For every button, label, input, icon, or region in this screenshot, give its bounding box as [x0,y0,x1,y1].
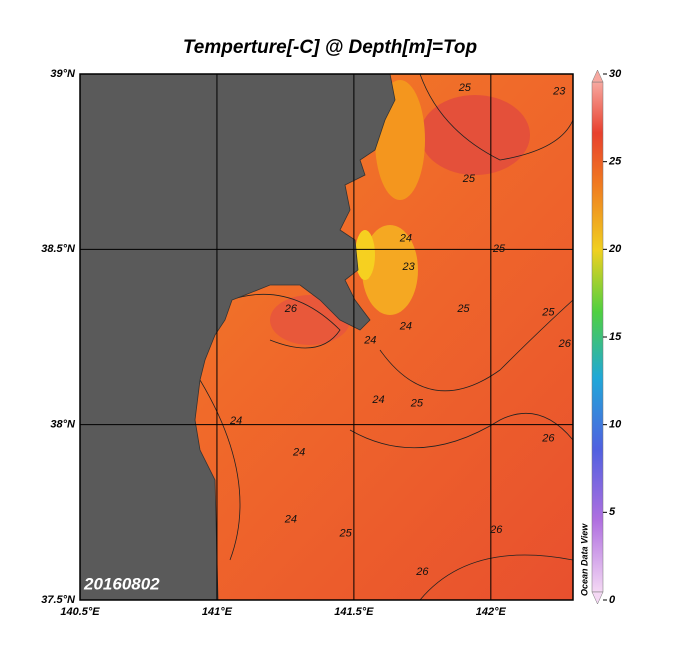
contour-label: 26 [489,524,503,536]
colorbar-tick-label: 15 [609,331,622,343]
contour-label: 26 [558,338,572,350]
contour-label: 24 [284,513,297,525]
colorbar-tick-label: 5 [609,506,616,518]
contour-label: 24 [399,233,412,245]
colorbar-tick-label: 30 [609,68,622,80]
x-tick-label: 140.5°E [60,606,100,618]
contour-label: 24 [229,415,242,427]
colorbar: 0 5 10 15 20 25 30 [591,68,622,606]
colorbar-tick-label: 0 [609,594,616,606]
contour-label: 24 [363,334,376,346]
contour-label: 25 [462,173,476,185]
cool-patch [355,230,375,280]
contour-label: 23 [552,85,566,97]
colorbar-tick-label: 20 [608,243,622,255]
colorbar-tick-label: 10 [609,419,622,431]
contour-label: 25 [541,306,555,318]
contour-label: 26 [541,433,555,445]
watermark: Ocean Data View [579,523,589,596]
contour-label: 25 [410,398,424,410]
contour-label: 25 [456,303,470,315]
colorbar-ramp [591,81,604,593]
contour-label: 26 [284,303,298,315]
land [80,74,396,600]
x-tick-label: 142°E [476,606,507,618]
contour-label: 26 [415,566,429,578]
contour-label: 24 [371,394,384,406]
warm-patch [420,95,530,175]
grid [80,74,573,600]
x-tick-label: 141.5°E [334,606,374,618]
contour-label: 24 [399,320,412,332]
y-tick-label: 38°N [50,419,76,431]
map-area: 25 23 25 24 23 25 24 26 24 24 25 24 24 24 25 26 26 26 26 25… [80,74,573,600]
colorbar-cap [591,69,604,83]
map-title: Temperture[-C] @ Depth[m]=Top [183,37,477,58]
colorbar-cap [591,591,604,605]
y-tick-label: 38.5°N [41,243,76,255]
cool-patch [362,225,418,315]
contour-label: 25 [458,82,472,94]
contour-labels: 25 23 25 24 23 25 24 26 24 24 25 24 24 24 25 26 26 26 26 25… [229,82,572,578]
y-tick-label: 37.5°N [41,594,76,606]
contour-line [199,74,573,600]
date-label: 20160802 [83,574,160,593]
contour-label: 23 [402,261,416,273]
contour-label: 25 [339,527,353,539]
map-frame [79,73,574,601]
y-tick-label: 39°N [50,68,76,80]
colorbar-tick-label: 25 [608,156,622,168]
contour-label: 25 [492,243,506,255]
contour-label: 24 [292,447,305,459]
x-tick-label: 141°E [202,606,233,618]
